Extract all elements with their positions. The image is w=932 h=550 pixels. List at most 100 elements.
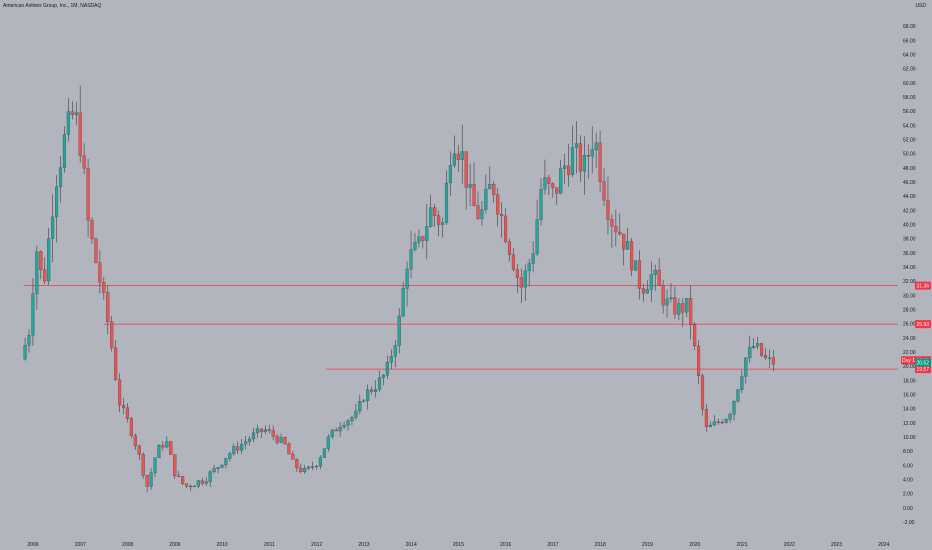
y-tick-label: 4.00 bbox=[903, 477, 913, 483]
candle-down bbox=[693, 324, 697, 347]
y-tick-label: -2.00 bbox=[903, 520, 915, 526]
candle-down bbox=[137, 445, 141, 455]
candle-down bbox=[681, 303, 685, 313]
candle-up bbox=[354, 410, 358, 418]
candle-up bbox=[220, 464, 224, 468]
x-tick-label: 2015 bbox=[453, 542, 464, 548]
candlesticks bbox=[23, 85, 775, 493]
candle-up bbox=[27, 335, 31, 346]
candle-up bbox=[574, 143, 579, 148]
candle-up bbox=[251, 432, 256, 440]
candle-up bbox=[153, 457, 157, 473]
candle-up bbox=[732, 401, 736, 415]
candle-down bbox=[433, 207, 437, 216]
candle-up bbox=[570, 147, 575, 176]
candle-down bbox=[771, 357, 775, 365]
candle-up bbox=[425, 226, 429, 241]
currency-label: USD bbox=[915, 3, 926, 9]
x-tick-label: 2006 bbox=[28, 542, 39, 548]
candle-up bbox=[346, 420, 350, 426]
y-tick-label: 0.00 bbox=[903, 506, 913, 512]
candle-down bbox=[507, 241, 512, 255]
candle-down bbox=[704, 409, 708, 428]
candle-up bbox=[748, 347, 752, 359]
y-tick-label: 54.00 bbox=[903, 123, 916, 129]
candle-down bbox=[370, 389, 374, 392]
candle-up bbox=[665, 298, 669, 306]
candle-up bbox=[440, 222, 445, 225]
price-axis: -2.00 0.00 2.00 4.00 6.00 8.00 10.00 12.00 14.00… bbox=[903, 24, 916, 526]
candle-up bbox=[539, 189, 543, 220]
candle-up bbox=[228, 453, 232, 459]
y-tick-label: 16.00 bbox=[903, 392, 916, 398]
candle-down bbox=[437, 215, 441, 225]
candle-up bbox=[330, 429, 334, 438]
candle-down bbox=[622, 233, 626, 250]
x-tick-label: 2022 bbox=[784, 542, 795, 548]
candle-up bbox=[484, 188, 488, 210]
candle-down bbox=[283, 437, 287, 445]
y-tick-label: 14.00 bbox=[903, 407, 916, 413]
candle-down bbox=[618, 231, 622, 235]
candle-up bbox=[377, 377, 382, 390]
y-tick-label: 40.00 bbox=[903, 222, 916, 228]
y-tick-label: 24.00 bbox=[903, 336, 916, 342]
candle-down bbox=[145, 475, 149, 487]
candle-up bbox=[401, 288, 405, 317]
candle-down bbox=[200, 480, 204, 484]
candle-up bbox=[358, 401, 362, 412]
candle-down bbox=[334, 429, 338, 432]
candle-up bbox=[649, 274, 653, 290]
candle-down bbox=[720, 422, 724, 424]
candle-down bbox=[456, 153, 460, 160]
candle-up bbox=[303, 468, 307, 472]
candle-up bbox=[590, 149, 594, 157]
candle-down bbox=[700, 375, 705, 410]
candle-down bbox=[496, 194, 500, 215]
candle-down bbox=[472, 184, 476, 206]
candle-down bbox=[586, 155, 590, 157]
candle-up bbox=[767, 357, 772, 359]
candle-down bbox=[267, 429, 271, 431]
y-tick-label: 32.00 bbox=[903, 279, 916, 285]
candle-up bbox=[23, 345, 27, 360]
candle-up bbox=[685, 298, 689, 313]
x-tick-label: 2019 bbox=[642, 542, 653, 548]
candle-up bbox=[582, 155, 586, 172]
candle-down bbox=[555, 187, 559, 194]
candle-up bbox=[460, 151, 464, 160]
candle-down bbox=[610, 219, 614, 227]
candle-down bbox=[161, 445, 165, 448]
candle-down bbox=[673, 297, 677, 315]
candle-up bbox=[444, 182, 449, 223]
y-tick-label: 18.00 bbox=[903, 378, 916, 384]
candle-down bbox=[169, 441, 173, 455]
candle-down bbox=[759, 343, 764, 356]
x-tick-label: 2013 bbox=[358, 542, 369, 548]
candle-down bbox=[90, 219, 94, 240]
candle-down bbox=[567, 165, 571, 176]
candle-down bbox=[70, 111, 74, 115]
candle-up bbox=[212, 468, 216, 473]
candle-up bbox=[393, 345, 397, 357]
candle-up bbox=[594, 142, 598, 150]
candle-up bbox=[322, 448, 326, 458]
candle-down bbox=[259, 428, 263, 433]
candle-up bbox=[31, 293, 35, 336]
x-tick-label: 2007 bbox=[75, 542, 86, 548]
candle-up bbox=[677, 303, 681, 315]
candle-down bbox=[657, 269, 661, 286]
candle-up bbox=[405, 268, 409, 289]
candle-up bbox=[409, 249, 413, 270]
candle-down bbox=[598, 142, 602, 182]
candle-up bbox=[417, 236, 421, 243]
price-tag-label: 31.36 bbox=[916, 284, 929, 290]
candle-up bbox=[740, 376, 744, 390]
y-tick-label: 26.00 bbox=[903, 322, 916, 328]
x-tick-label: 2023 bbox=[831, 542, 842, 548]
candle-down bbox=[188, 485, 193, 488]
time-axis: 2006 2007 2008 2009 2010 2011 2012 2013 2014 2015… bbox=[28, 542, 890, 548]
candle-up bbox=[744, 357, 748, 377]
